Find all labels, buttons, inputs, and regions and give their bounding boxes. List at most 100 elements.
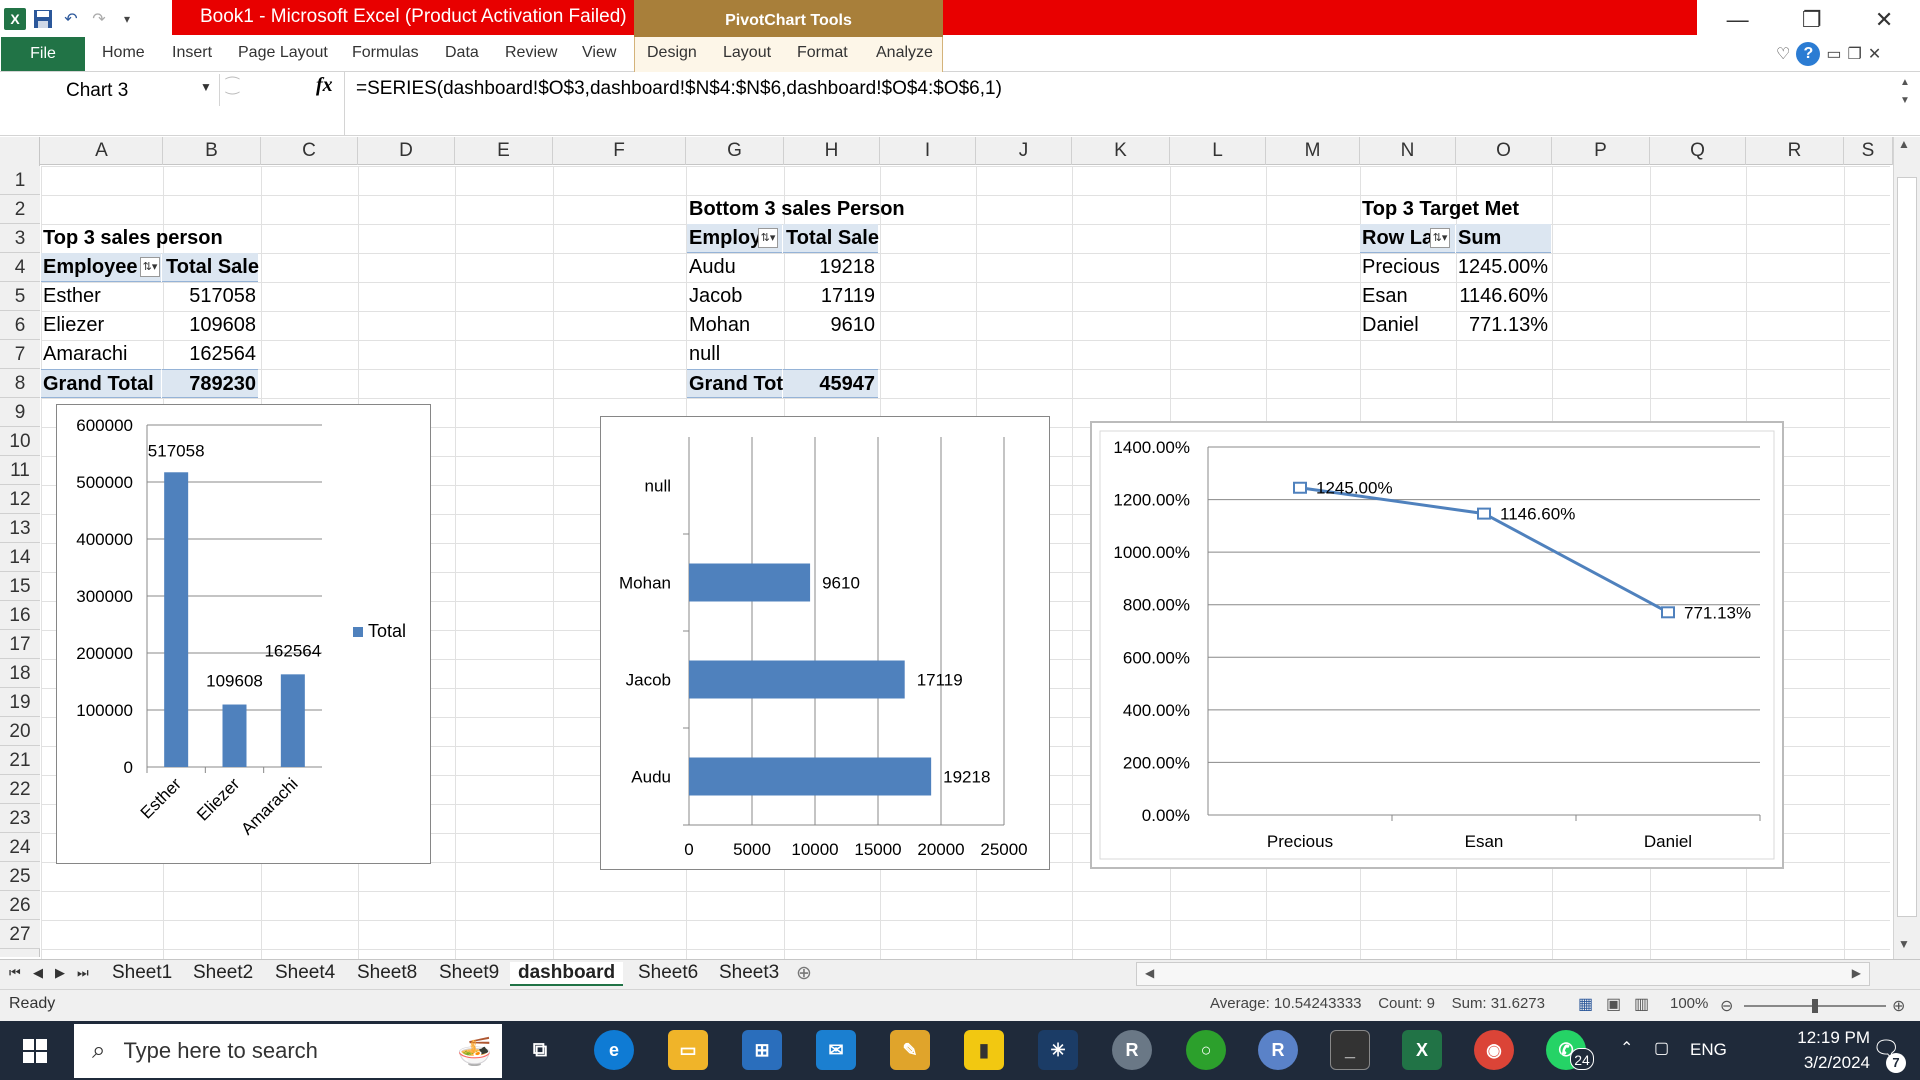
row-header-8[interactable]: 8 — [0, 369, 40, 398]
zoom-level[interactable]: 100% — [1670, 995, 1708, 1012]
pivot-bottom-row-value[interactable]: 19218 — [783, 253, 875, 282]
column-header-g[interactable]: G — [686, 137, 784, 165]
pivot-bottom-row-name[interactable]: null — [689, 340, 720, 369]
taskbar-clock[interactable]: 12:19 PM 3/2/2024 — [1730, 1025, 1870, 1075]
row-header-23[interactable]: 23 — [0, 804, 40, 833]
last-sheet-icon[interactable]: ⏭ — [77, 965, 89, 981]
column-header-m[interactable]: M — [1266, 137, 1360, 165]
redo-icon[interactable]: ↷ — [88, 8, 110, 30]
bar-eliezer[interactable] — [223, 705, 247, 767]
scroll-right-icon[interactable]: ▶ — [1852, 966, 1861, 980]
column-header-a[interactable]: A — [41, 137, 163, 165]
tab-page-layout[interactable]: Page Layout — [238, 44, 328, 62]
row-header-10[interactable]: 10 — [0, 427, 40, 456]
column-header-h[interactable]: H — [784, 137, 880, 165]
zoom-thumb[interactable] — [1812, 999, 1818, 1013]
scroll-down-icon[interactable]: ▼ — [1898, 937, 1910, 951]
prev-sheet-icon[interactable]: ◀ — [33, 965, 43, 981]
tools-icon[interactable]: ✎ — [890, 1030, 930, 1070]
column-header-b[interactable]: B — [163, 137, 261, 165]
chrome-icon[interactable]: ◉ — [1474, 1030, 1514, 1070]
minimize-icon[interactable]: — — [1727, 7, 1749, 33]
sheet-tab-sheet9[interactable]: Sheet9 — [439, 962, 499, 984]
pivot-bottom-grand-total-label[interactable]: Grand Tot — [687, 369, 782, 398]
series-line[interactable] — [1300, 488, 1668, 613]
column-header-q[interactable]: Q — [1650, 137, 1746, 165]
row-header-25[interactable]: 25 — [0, 862, 40, 891]
sheet-tab-dashboard[interactable]: dashboard — [510, 962, 623, 986]
pivotchart-top-sales[interactable]: 0 100000 200000 300000 400000 500000 600000 517… — [56, 404, 431, 864]
sheet-tab-sheet4[interactable]: Sheet4 — [275, 962, 335, 984]
filter-dropdown-icon[interactable]: ⇅▾ — [140, 257, 160, 277]
pivot-bottom-row-value[interactable]: 9610 — [783, 311, 875, 340]
refresh-app-icon[interactable]: ○ — [1186, 1030, 1226, 1070]
mail-icon[interactable]: ✉ — [816, 1030, 856, 1070]
column-header-e[interactable]: E — [455, 137, 553, 165]
column-header-k[interactable]: K — [1072, 137, 1170, 165]
save-icon[interactable] — [32, 8, 54, 30]
sheet-tab-sheet2[interactable]: Sheet2 — [193, 962, 253, 984]
sheet-tab-sheet6[interactable]: Sheet6 — [638, 962, 698, 984]
tab-design[interactable]: Design — [647, 44, 697, 62]
new-sheet-icon[interactable]: ⊕ — [796, 962, 812, 985]
first-sheet-icon[interactable]: ⏮ — [9, 965, 21, 981]
bar-audu[interactable] — [689, 758, 931, 796]
name-box[interactable]: Chart 3 — [2, 74, 220, 106]
row-header-26[interactable]: 26 — [0, 891, 40, 920]
page-break-view-icon[interactable]: ▥ — [1634, 994, 1649, 1014]
zoom-out-icon[interactable]: ⊖ — [1720, 996, 1733, 1016]
row-header-17[interactable]: 17 — [0, 630, 40, 659]
tray-chevron-icon[interactable]: ⌃ — [1620, 1038, 1633, 1058]
column-header-f[interactable]: F — [553, 137, 686, 165]
row-header-12[interactable]: 12 — [0, 485, 40, 514]
pivot-top-grand-total-label[interactable]: Grand Total — [41, 369, 161, 398]
row-header-22[interactable]: 22 — [0, 775, 40, 804]
start-button[interactable] — [0, 1021, 70, 1080]
tab-insert[interactable]: Insert — [172, 44, 212, 62]
pivot-bottom-grand-total-value[interactable]: 45947 — [783, 369, 878, 398]
scroll-left-icon[interactable]: ◀ — [1145, 966, 1154, 980]
column-header-c[interactable]: C — [261, 137, 358, 165]
tab-data[interactable]: Data — [445, 44, 479, 62]
taskbar-search[interactable]: ⌕ Type here to search 🍜 — [74, 1024, 502, 1078]
column-header-i[interactable]: I — [880, 137, 976, 165]
row-header-2[interactable]: 2 — [0, 195, 40, 224]
row-header-13[interactable]: 13 — [0, 514, 40, 543]
pivot-top-row-name[interactable]: Eliezer — [43, 311, 104, 340]
workbook-close-icon[interactable]: ✕ — [1868, 44, 1881, 64]
formula-bar-expand-icon[interactable]: ▲ ▼ — [1892, 74, 1918, 134]
formula-input[interactable]: =SERIES(dashboard!$O$3,dashboard!$N$4:$N… — [356, 78, 1002, 100]
language-indicator[interactable]: ENG — [1690, 1040, 1727, 1060]
tableau-icon[interactable]: ✳ — [1038, 1030, 1078, 1070]
row-header-20[interactable]: 20 — [0, 717, 40, 746]
row-header-9[interactable]: 9 — [0, 398, 40, 427]
pivot-top-row-value[interactable]: 162564 — [162, 340, 256, 369]
sheet-tab-sheet1[interactable]: Sheet1 — [112, 962, 172, 984]
pivot-bottom-row-value[interactable]: 17119 — [783, 282, 875, 311]
customize-qat-icon[interactable]: ▾ — [116, 8, 138, 30]
sheet-tab-sheet3[interactable]: Sheet3 — [719, 962, 779, 984]
row-header-16[interactable]: 16 — [0, 601, 40, 630]
point-precious[interactable] — [1294, 483, 1306, 493]
formula-options-icon[interactable]: ⁐ — [226, 76, 239, 96]
name-box-dropdown-icon[interactable]: ▼ — [200, 80, 212, 94]
page-layout-view-icon[interactable]: ▣ — [1606, 994, 1621, 1014]
pivot-top-row-name[interactable]: Amarachi — [43, 340, 127, 369]
help-icon[interactable]: ? — [1796, 42, 1820, 66]
row-header-3[interactable]: 3 — [0, 224, 40, 253]
scroll-thumb[interactable] — [1897, 177, 1917, 917]
pivot-bottom-row-name[interactable]: Audu — [689, 253, 736, 282]
tab-review[interactable]: Review — [505, 44, 557, 62]
column-header-l[interactable]: L — [1170, 137, 1266, 165]
pivot-target-row-value[interactable]: 1146.60% — [1456, 282, 1548, 311]
ribbon-minimize-icon[interactable]: ▭ — [1826, 44, 1841, 64]
tab-layout[interactable]: Layout — [723, 44, 771, 62]
power-bi-icon[interactable]: ▮ — [964, 1030, 1004, 1070]
tab-view[interactable]: View — [582, 44, 616, 62]
close-icon[interactable]: ✕ — [1875, 7, 1893, 33]
row-header-18[interactable]: 18 — [0, 659, 40, 688]
row-header-6[interactable]: 6 — [0, 311, 40, 340]
row-header-19[interactable]: 19 — [0, 688, 40, 717]
terminal-icon[interactable]: _ — [1330, 1030, 1370, 1070]
column-header-n[interactable]: N — [1360, 137, 1456, 165]
